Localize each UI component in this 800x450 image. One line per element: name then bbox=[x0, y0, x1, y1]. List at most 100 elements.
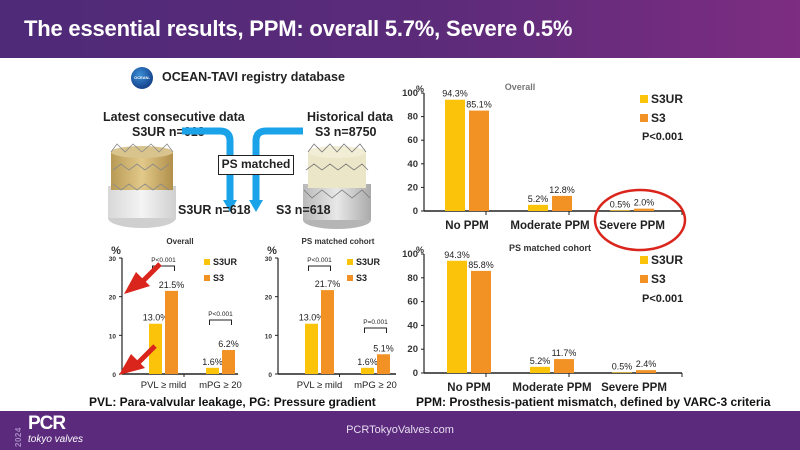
pvl-overall-category-label: PVL ≥ mild bbox=[141, 380, 187, 391]
ppm-overall-y-tick-label: 80 bbox=[407, 112, 418, 123]
pvl-overall-data-label: 1.6% bbox=[202, 357, 223, 367]
pvl-matched-category-label: mPG ≥ 20 bbox=[354, 380, 397, 391]
ppm-matched-p-value: P<0.001 bbox=[642, 293, 683, 305]
ppm-matched-y-tick-label: 60 bbox=[407, 297, 418, 308]
ppm-matched-category-label: Severe PPM bbox=[601, 382, 667, 394]
ppm-overall-legend-swatch-s3 bbox=[640, 114, 648, 122]
historical-data-label: Historical data bbox=[307, 110, 394, 124]
pvl-matched-legend-swatch-s3ur bbox=[347, 259, 353, 265]
ppm-matched-data-label: 5.2% bbox=[530, 356, 551, 366]
ppm-overall-y-tick-label: 20 bbox=[407, 182, 418, 193]
ppm-overall-bar-s3ur bbox=[445, 99, 465, 211]
ppm-overall-title: Overall bbox=[505, 82, 536, 92]
ppm-matched-y-tick-label: 40 bbox=[407, 320, 418, 331]
ppm-overall-data-label: 0.5% bbox=[610, 199, 631, 209]
ppm-overall-legend-label: S3 bbox=[651, 111, 666, 125]
logo-subtitle: tokyo valves bbox=[28, 434, 84, 445]
ppm-matched-y-tick-label: 80 bbox=[407, 273, 418, 284]
pvl-overall-legend-swatch-s3 bbox=[204, 275, 210, 281]
ppm-overall-data-label: 5.2% bbox=[528, 194, 549, 204]
left-flow-arrow-line bbox=[182, 127, 234, 202]
pcr-logo: 2024 PCR tokyo valves bbox=[14, 413, 124, 447]
pvl-overall-p-value: P<0.001 bbox=[208, 311, 233, 318]
s3ur-valve-image bbox=[108, 143, 176, 228]
ppm-matched-y-axis-label: % bbox=[416, 245, 424, 255]
pvl-overall-p-bracket bbox=[209, 319, 232, 325]
ppm-matched-category-label: No PPM bbox=[447, 382, 490, 394]
pvl-matched-category-label: PVL ≥ mild bbox=[297, 380, 343, 391]
latest-data-label: Latest consecutive data bbox=[103, 110, 245, 124]
ppm-matched-bar-s3ur bbox=[612, 372, 632, 373]
pvl-overall-bar-s3 bbox=[222, 350, 235, 374]
ppm-matched-legend-label: S3UR bbox=[651, 253, 683, 267]
pvl-matched-p-value: P<0.001 bbox=[307, 257, 332, 264]
ppm-matched-data-label: 85.8% bbox=[468, 260, 494, 270]
ppm-overall-legend-label: S3UR bbox=[651, 92, 683, 106]
footer-url[interactable]: PCRTokyoValves.com bbox=[346, 424, 454, 436]
ppm-matched-bar-s3 bbox=[636, 370, 656, 373]
slide-footer: 2024 PCR tokyo valves PCRTokyoValves.com bbox=[0, 411, 800, 450]
pvl-overall-p-value: P<0.001 bbox=[151, 257, 176, 264]
pvl-matched-y-tick-label: 20 bbox=[265, 295, 273, 302]
ps-matched-box: PS matched bbox=[218, 155, 294, 175]
pvl-overall-bar-s3ur bbox=[206, 367, 219, 374]
pvl-overall-y-tick-label: 0 bbox=[112, 372, 116, 379]
pvl-overall-legend-label: S3 bbox=[213, 273, 224, 283]
ppm-overall-category-label: No PPM bbox=[445, 220, 488, 232]
pvl-matched-bar-s3 bbox=[377, 354, 390, 374]
ppm-overall-bar-s3ur bbox=[528, 204, 548, 211]
caption-right: PPM: Prosthesis-patient mismatch, define… bbox=[416, 395, 771, 409]
caption-left: PVL: Para-valvular leakage, PG: Pressure… bbox=[89, 395, 376, 409]
ppm-matched-y-tick-label: 0 bbox=[413, 368, 418, 379]
pvl-overall-data-label: 21.5% bbox=[159, 280, 185, 290]
severe-ppm-highlight-circle bbox=[593, 188, 687, 252]
pvl-matched-bar-s3 bbox=[321, 290, 334, 374]
pvl-matched-legend-swatch-s3 bbox=[347, 275, 353, 281]
matched-s3ur-label: S3UR n=618 bbox=[178, 203, 251, 217]
ppm-overall-data-label: 12.8% bbox=[549, 185, 575, 195]
ppm-overall-bar-s3 bbox=[552, 195, 572, 211]
registry-title: OCEAN-TAVI registry database bbox=[162, 70, 345, 84]
right-arrow-head-icon bbox=[249, 200, 263, 212]
ppm-matched-data-label: 2.4% bbox=[636, 359, 657, 369]
ppm-overall-legend-swatch-s3ur bbox=[640, 95, 648, 103]
ppm-overall-data-label: 2.0% bbox=[634, 198, 655, 208]
flow-arrows bbox=[182, 127, 303, 212]
ppm-overall-data-label: 94.3% bbox=[442, 89, 468, 99]
slide-header: The essential results, PPM: overall 5.7%… bbox=[0, 0, 800, 58]
pvl-overall-bar-s3 bbox=[165, 290, 178, 374]
pvl-overall-data-label: 6.2% bbox=[218, 339, 239, 349]
pvl-overall-y-tick-label: 30 bbox=[109, 256, 117, 263]
ppm-overall-y-tick-label: 100 bbox=[402, 88, 418, 99]
pvl-overall-legend-label: S3UR bbox=[213, 257, 238, 267]
ppm-overall-y-tick-label: 40 bbox=[407, 159, 418, 170]
pvl-matched-legend-label: S3 bbox=[356, 273, 367, 283]
pvl-overall-y-tick-label: 20 bbox=[109, 295, 117, 302]
pvl-matched-bar-s3ur bbox=[305, 323, 318, 374]
ppm-overall-category-label: Severe PPM bbox=[599, 220, 665, 232]
pvl-overall-title: Overall bbox=[166, 237, 193, 246]
ppm-matched-category-label: Moderate PPM bbox=[512, 382, 591, 394]
red-arrow-icon bbox=[140, 262, 162, 284]
ppm-matched-bar-s3ur bbox=[530, 366, 550, 373]
pvl-overall-data-label: 13.0% bbox=[143, 313, 169, 323]
red-arrow-icon bbox=[135, 344, 157, 366]
pvl-matched-data-label: 21.7% bbox=[315, 279, 341, 289]
matched-s3-label: S3 n=618 bbox=[276, 203, 331, 217]
pvl-matched-p-bracket bbox=[308, 265, 331, 271]
pvl-matched-data-label: 1.6% bbox=[357, 357, 378, 367]
ppm-matched-legend-swatch-s3 bbox=[640, 275, 648, 283]
ppm-matched-data-label: 11.7% bbox=[552, 348, 577, 358]
ppm-matched-legend-label: S3 bbox=[651, 272, 666, 286]
pvl-matched-y-tick-label: 10 bbox=[265, 333, 273, 340]
ppm-overall-bar-s3ur bbox=[610, 210, 630, 211]
pvl-matched-p-bracket bbox=[364, 327, 387, 333]
pvl-matched-data-label: 13.0% bbox=[299, 313, 325, 323]
historical-n-label: S3 n=8750 bbox=[315, 125, 377, 139]
ppm-overall-bar-s3 bbox=[634, 208, 654, 211]
red-arrow-head-icon bbox=[119, 354, 145, 375]
slide-title: The essential results, PPM: overall 5.7%… bbox=[24, 16, 573, 41]
left-arrow-head-icon bbox=[223, 200, 237, 212]
logo-brand: PCR bbox=[28, 413, 66, 434]
